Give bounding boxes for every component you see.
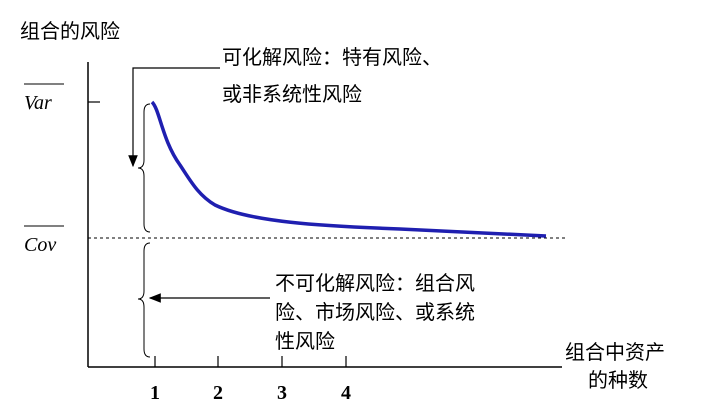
annotation: 险、市场风险、或系统 bbox=[275, 300, 475, 324]
annotation: 不可化解风险：组合风 bbox=[275, 271, 475, 295]
x-tick-label: 3 bbox=[277, 382, 287, 404]
x-axis-title: 的种数 bbox=[588, 368, 648, 392]
x-axis-title: 组合中资产 bbox=[565, 340, 665, 364]
x-tick-label: 4 bbox=[341, 382, 351, 404]
arrow-upper bbox=[128, 67, 220, 168]
cov-label: Cov bbox=[24, 234, 56, 256]
y-axis-title: 组合的风险 bbox=[20, 19, 120, 43]
annotation: 或非系统性风险 bbox=[222, 82, 362, 106]
brace-upper bbox=[137, 103, 151, 233]
annotation: 可化解风险：特有风险、 bbox=[222, 45, 442, 69]
annotation: 性风险 bbox=[275, 329, 335, 353]
var-label: Var bbox=[24, 92, 52, 114]
x-tick-label: 2 bbox=[213, 382, 223, 404]
x-ticks bbox=[154, 356, 347, 367]
x-tick-label: 1 bbox=[150, 382, 160, 404]
risk-curve bbox=[150, 100, 547, 238]
brace-lower bbox=[137, 242, 151, 358]
